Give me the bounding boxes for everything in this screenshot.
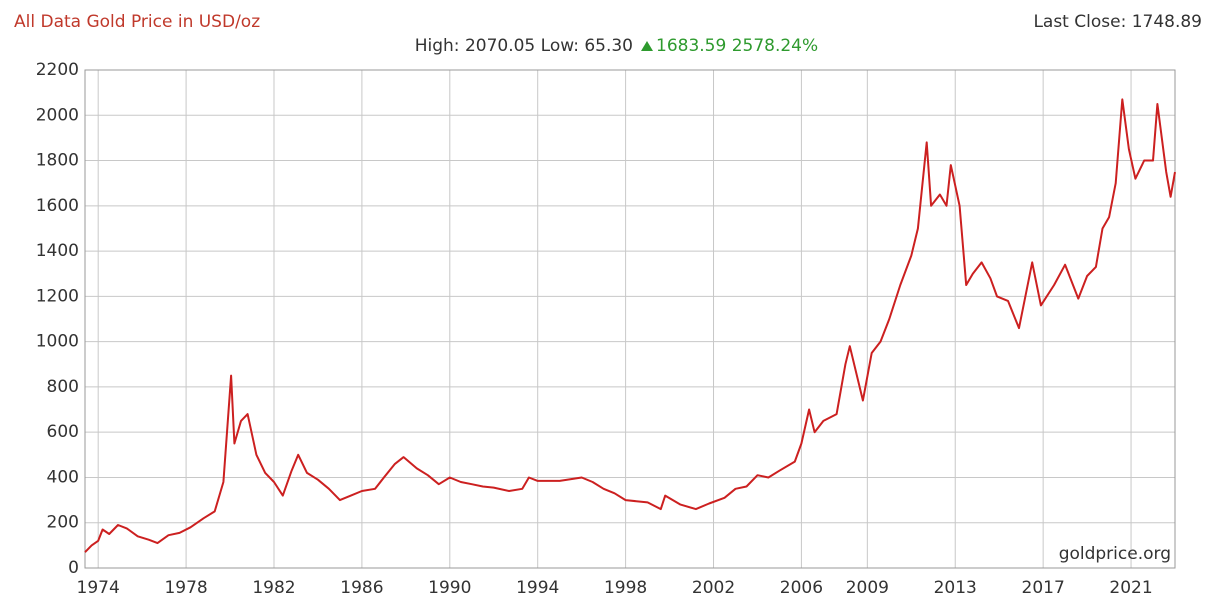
x-tick-label: 1986: [340, 578, 383, 598]
x-tick-label: 2002: [692, 578, 735, 598]
x-tick-label: 1994: [516, 578, 559, 598]
chart-title: All Data Gold Price in USD/oz: [14, 12, 260, 32]
last-close: Last Close: 1748.89: [1033, 12, 1202, 32]
plot-frame: [84, 69, 1176, 569]
y-tick-label: 1000: [36, 332, 79, 352]
up-arrow: [641, 41, 653, 51]
y-tick-label: 1800: [36, 151, 79, 171]
x-tick-label: 2017: [1022, 578, 1065, 598]
x-tick-label: 1982: [252, 578, 295, 598]
y-tick-label: 400: [47, 467, 79, 487]
x-tick-label: 2006: [780, 578, 823, 598]
y-tick-label: 2000: [36, 105, 79, 125]
y-tick-label: 0: [68, 558, 79, 578]
x-tick-label: 1998: [604, 578, 647, 598]
x-tick-label: 2021: [1109, 578, 1152, 598]
x-tick-label: 1990: [428, 578, 471, 598]
y-tick-label: 600: [47, 422, 79, 442]
x-tick-label: 1974: [77, 578, 120, 598]
y-tick-label: 1600: [36, 196, 79, 216]
price-line: [84, 98, 1176, 553]
source: goldprice.org: [1059, 544, 1171, 564]
x-tick-label: 1978: [164, 578, 207, 598]
y-tick-label: 1400: [36, 241, 79, 261]
y-tick-label: 2200: [36, 60, 79, 80]
subtitle: High: 2070.05 Low: 65.30: [415, 36, 633, 56]
x-tick-label: 2013: [934, 578, 977, 598]
y-tick-label: 1200: [36, 286, 79, 306]
y-tick-label: 800: [47, 377, 79, 397]
change: 1683.59 2578.24%: [656, 36, 818, 56]
y-tick-label: 200: [47, 513, 79, 533]
x-tick-label: 2009: [846, 578, 889, 598]
